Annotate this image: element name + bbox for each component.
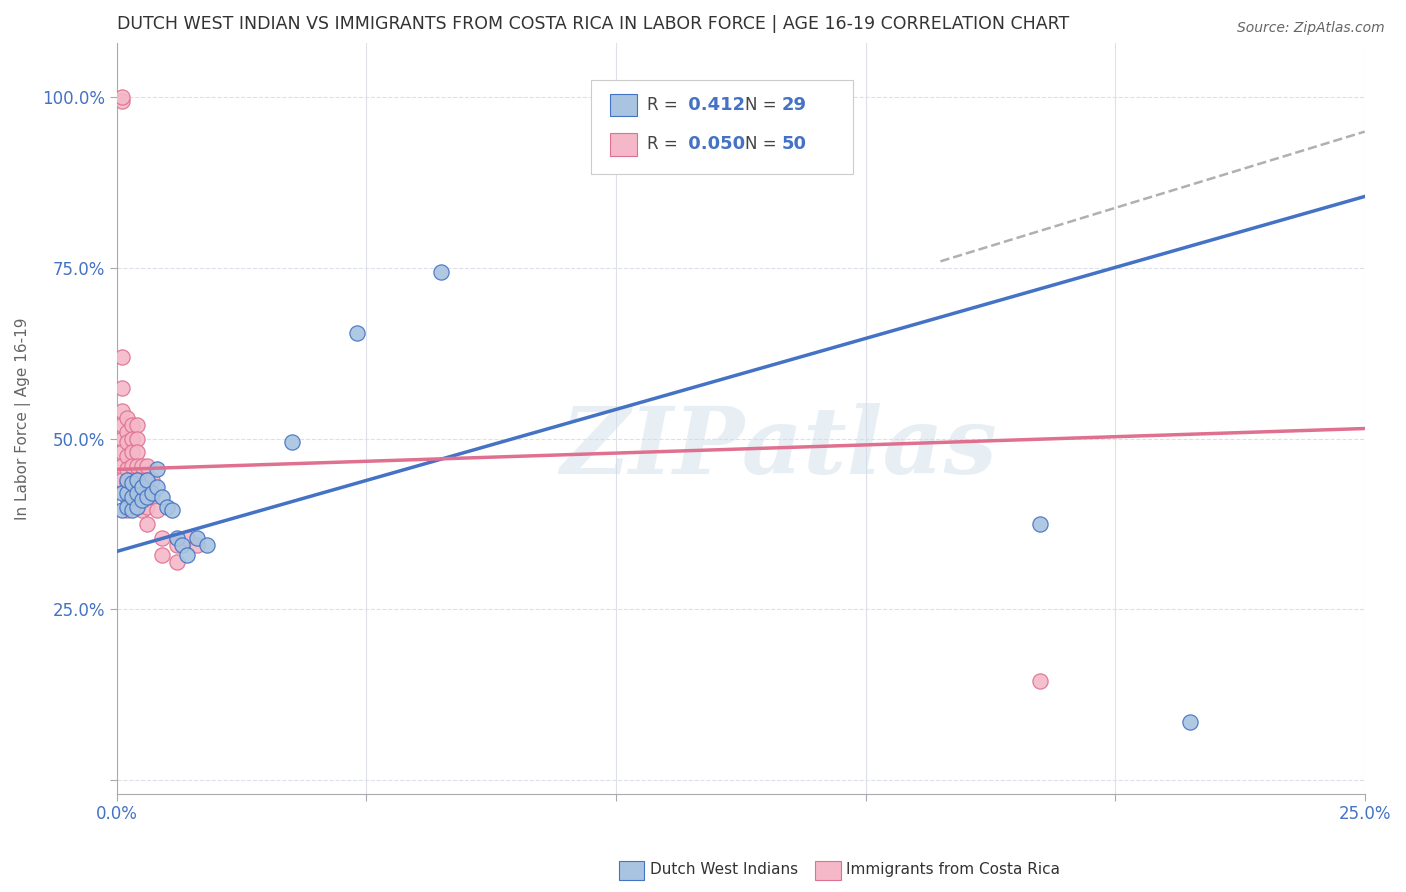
Point: [131, 479, 153, 493]
Point: [125, 486, 148, 500]
Point: [131, 473, 153, 487]
Point: [115, 449, 138, 463]
Point: [121, 418, 143, 433]
Point: [121, 432, 143, 446]
Bar: [610, 133, 637, 155]
Point: [135, 473, 157, 487]
Text: R =: R =: [647, 136, 683, 153]
Point: [121, 445, 143, 459]
Point: [111, 432, 134, 446]
Text: Dutch West Indians: Dutch West Indians: [650, 863, 797, 877]
Point: [115, 411, 138, 425]
Point: [346, 326, 368, 340]
Point: [170, 537, 193, 551]
Text: 50: 50: [782, 136, 807, 153]
Point: [141, 486, 163, 500]
Text: 0.050: 0.050: [682, 136, 745, 153]
Point: [111, 380, 134, 394]
Point: [111, 503, 134, 517]
Point: [186, 537, 208, 551]
Point: [121, 503, 143, 517]
Point: [121, 473, 143, 487]
Bar: [610, 94, 637, 117]
Text: 0.412: 0.412: [682, 96, 745, 114]
Point: [115, 476, 138, 491]
Point: [280, 435, 302, 450]
Point: [115, 462, 138, 476]
Text: R =: R =: [647, 96, 683, 114]
Point: [1029, 674, 1052, 689]
Point: [111, 94, 134, 108]
Point: [121, 500, 143, 514]
Point: [115, 490, 138, 504]
Point: [131, 486, 153, 500]
Point: [121, 490, 143, 504]
Point: [111, 90, 134, 104]
Point: [111, 404, 134, 418]
Point: [146, 503, 169, 517]
Point: [121, 458, 143, 473]
Point: [115, 473, 138, 487]
Point: [125, 500, 148, 514]
Text: N =: N =: [745, 96, 782, 114]
Point: [1178, 714, 1201, 729]
Point: [135, 517, 157, 532]
Point: [111, 473, 134, 487]
Point: [1029, 517, 1052, 532]
Text: 29: 29: [782, 96, 807, 114]
Text: Immigrants from Costa Rica: Immigrants from Costa Rica: [846, 863, 1060, 877]
Point: [186, 531, 208, 545]
Point: [115, 486, 138, 500]
Point: [146, 462, 169, 476]
Point: [166, 537, 188, 551]
Point: [135, 473, 157, 487]
Point: [141, 473, 163, 487]
Point: [115, 500, 138, 514]
Point: [121, 486, 143, 500]
Point: [131, 493, 153, 508]
Text: Source: ZipAtlas.com: Source: ZipAtlas.com: [1237, 21, 1385, 35]
Point: [125, 445, 148, 459]
Point: [135, 486, 157, 500]
Point: [146, 479, 169, 493]
Point: [111, 486, 134, 500]
Point: [135, 490, 157, 504]
Text: N =: N =: [745, 136, 782, 153]
Point: [125, 458, 148, 473]
Point: [166, 531, 188, 545]
Point: [166, 555, 188, 569]
Point: [150, 490, 173, 504]
Point: [135, 458, 157, 473]
Point: [131, 503, 153, 517]
Point: [135, 500, 157, 514]
Point: [115, 425, 138, 439]
Point: [125, 473, 148, 487]
Point: [131, 458, 153, 473]
Point: [141, 490, 163, 504]
Text: DUTCH WEST INDIAN VS IMMIGRANTS FROM COSTA RICA IN LABOR FORCE | AGE 16-19 CORRE: DUTCH WEST INDIAN VS IMMIGRANTS FROM COS…: [117, 15, 1069, 33]
Point: [195, 537, 218, 551]
Point: [125, 418, 148, 433]
Point: [176, 531, 198, 545]
Point: [115, 435, 138, 450]
Point: [121, 476, 143, 491]
Text: ZIPatlas: ZIPatlas: [560, 403, 997, 493]
Point: [115, 503, 138, 517]
Point: [160, 503, 183, 517]
Point: [150, 548, 173, 562]
Point: [176, 548, 198, 562]
Point: [125, 486, 148, 500]
Point: [111, 458, 134, 473]
Y-axis label: In Labor Force | Age 16-19: In Labor Force | Age 16-19: [15, 317, 31, 519]
Point: [111, 445, 134, 459]
Point: [156, 500, 179, 514]
Point: [430, 264, 453, 278]
Point: [150, 531, 173, 545]
Point: [125, 473, 148, 487]
Point: [111, 350, 134, 364]
FancyBboxPatch shape: [591, 80, 853, 174]
Point: [125, 432, 148, 446]
Point: [779, 90, 801, 104]
Point: [111, 418, 134, 433]
